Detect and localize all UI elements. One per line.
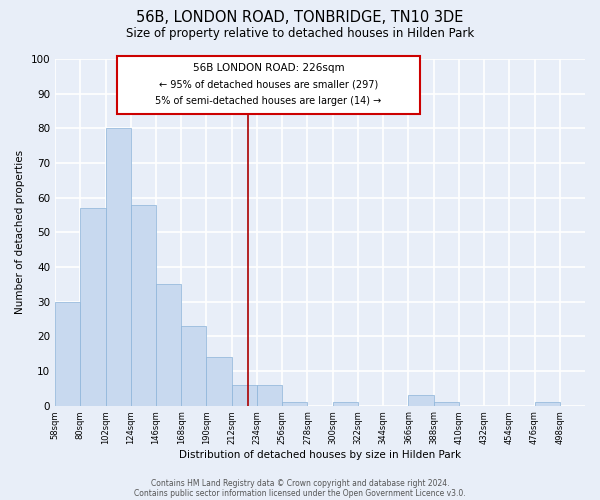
Bar: [232, 385, 257, 406]
Bar: [282, 402, 307, 406]
Text: ← 95% of detached houses are smaller (297): ← 95% of detached houses are smaller (29…: [159, 80, 378, 90]
FancyBboxPatch shape: [117, 56, 420, 114]
Bar: [535, 402, 560, 406]
Bar: [55, 302, 80, 406]
Text: Contains public sector information licensed under the Open Government Licence v3: Contains public sector information licen…: [134, 488, 466, 498]
Bar: [206, 357, 232, 406]
Bar: [156, 284, 181, 406]
Bar: [106, 128, 131, 406]
Bar: [434, 402, 459, 406]
Bar: [332, 402, 358, 406]
Text: 56B, LONDON ROAD, TONBRIDGE, TN10 3DE: 56B, LONDON ROAD, TONBRIDGE, TN10 3DE: [136, 10, 464, 25]
Bar: [131, 204, 156, 406]
Bar: [80, 208, 106, 406]
Bar: [257, 385, 282, 406]
Bar: [409, 395, 434, 406]
Text: Size of property relative to detached houses in Hilden Park: Size of property relative to detached ho…: [126, 28, 474, 40]
Text: 5% of semi-detached houses are larger (14) →: 5% of semi-detached houses are larger (1…: [155, 96, 382, 106]
X-axis label: Distribution of detached houses by size in Hilden Park: Distribution of detached houses by size …: [179, 450, 461, 460]
Text: 56B LONDON ROAD: 226sqm: 56B LONDON ROAD: 226sqm: [193, 64, 344, 74]
Bar: [181, 326, 206, 406]
Text: Contains HM Land Registry data © Crown copyright and database right 2024.: Contains HM Land Registry data © Crown c…: [151, 478, 449, 488]
Y-axis label: Number of detached properties: Number of detached properties: [15, 150, 25, 314]
